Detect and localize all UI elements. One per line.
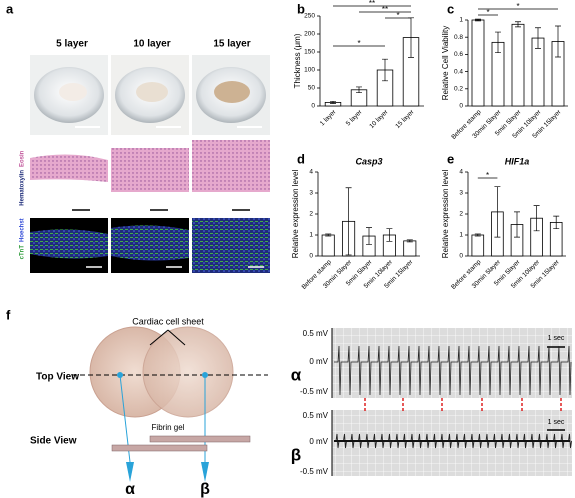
trace bbox=[334, 345, 572, 396]
chart-title: HIF1a bbox=[505, 156, 530, 166]
column-header: 10 layer bbox=[133, 39, 170, 50]
significance-label: * bbox=[396, 11, 399, 20]
panel-label: c bbox=[447, 1, 454, 16]
error-bar bbox=[325, 233, 332, 237]
if-images bbox=[30, 218, 270, 273]
y-axis-label: Relative Cell Viability bbox=[441, 26, 450, 101]
significance-label: * bbox=[486, 8, 489, 17]
y-tick-label: 0 bbox=[459, 253, 463, 260]
error-bar bbox=[330, 100, 336, 104]
panel-label: e bbox=[447, 151, 454, 166]
y-tick-label: 1 bbox=[459, 232, 463, 239]
y-axis-label: Relative expression level bbox=[291, 170, 300, 259]
sheet-diagram bbox=[72, 326, 268, 482]
diagram-label: Fibrin gel bbox=[152, 423, 185, 432]
bar bbox=[471, 234, 485, 257]
panel-label: f bbox=[6, 307, 11, 322]
y-tick-label: 1 bbox=[309, 232, 313, 239]
panel-label: a bbox=[6, 1, 14, 16]
error-bar bbox=[515, 21, 521, 28]
panel-label: d bbox=[297, 151, 305, 166]
y-tick-label: 0 bbox=[311, 103, 315, 110]
stain-label: Hoechst bbox=[20, 218, 26, 242]
y-tick-label: 3 bbox=[459, 190, 463, 197]
error-bar bbox=[514, 211, 520, 238]
error-bar bbox=[474, 233, 481, 237]
trace-axis-label: 0 mV bbox=[309, 437, 328, 446]
y-tick-label: 200 bbox=[304, 31, 315, 38]
error-bar bbox=[386, 228, 393, 242]
error-bar bbox=[382, 58, 388, 82]
scale-label: 1 sec bbox=[548, 419, 565, 426]
y-tick-label: 100 bbox=[304, 67, 315, 74]
y-tick-label: 2 bbox=[459, 211, 463, 218]
dish-photos bbox=[30, 55, 270, 135]
significance-label: * bbox=[486, 171, 489, 180]
y-tick-label: 150 bbox=[304, 49, 315, 56]
error-bar bbox=[475, 18, 481, 22]
error-bar bbox=[345, 187, 352, 256]
error-bar bbox=[406, 239, 413, 243]
column-header: 5 layer bbox=[56, 39, 88, 50]
y-tick-label: 0.8 bbox=[454, 34, 463, 41]
diagram-label: Top View bbox=[36, 372, 79, 383]
error-bar bbox=[356, 86, 362, 94]
significance-label: * bbox=[516, 2, 519, 11]
bar bbox=[471, 19, 485, 107]
trace-axis-label: 0.5 mV bbox=[303, 411, 329, 420]
significance-label: ** bbox=[382, 5, 388, 14]
y-axis-label: Thickness (μm) bbox=[293, 33, 302, 88]
error-bar bbox=[533, 205, 540, 232]
y-tick-label: 2 bbox=[309, 211, 313, 218]
column-header: 15 layer bbox=[213, 39, 250, 50]
error-bar bbox=[555, 25, 561, 58]
y-tick-label: 3 bbox=[309, 190, 313, 197]
trace-label: α bbox=[291, 365, 302, 384]
y-tick-label: 0.4 bbox=[454, 68, 463, 75]
y-tick-label: 250 bbox=[304, 13, 315, 20]
error-bar bbox=[366, 227, 372, 245]
bar bbox=[511, 23, 525, 107]
chart-title: Casp3 bbox=[355, 156, 382, 166]
x-tick-label: 1 layer bbox=[319, 108, 338, 127]
traces bbox=[331, 328, 572, 476]
diagram-label: α bbox=[125, 481, 135, 498]
he-images bbox=[30, 140, 270, 211]
stain-label: Eosin bbox=[20, 150, 26, 167]
x-tick-label: 10 layer bbox=[368, 108, 390, 130]
panel-label: b bbox=[297, 1, 305, 16]
trace-label: β bbox=[291, 445, 301, 464]
diagram-label: Side View bbox=[30, 436, 77, 447]
bar bbox=[403, 240, 417, 257]
trace-axis-label: 0.5 mV bbox=[303, 329, 329, 338]
y-tick-label: 4 bbox=[459, 169, 463, 176]
stain-label: cTnT bbox=[20, 245, 26, 260]
stain-label: Hematoxylin bbox=[20, 170, 26, 206]
y-axis-label: Relative expression level bbox=[441, 170, 450, 259]
y-tick-label: 0 bbox=[309, 253, 313, 260]
y-tick-label: 50 bbox=[308, 85, 316, 92]
trace-axis-label: 0 mV bbox=[309, 357, 328, 366]
y-tick-label: 1 bbox=[459, 17, 463, 24]
x-tick-label: 5 layer bbox=[345, 108, 364, 127]
error-bar bbox=[495, 31, 501, 54]
scale-label: 1 sec bbox=[548, 335, 565, 342]
y-tick-label: 0.2 bbox=[454, 86, 463, 93]
error-bar bbox=[535, 27, 541, 49]
significance-label: ** bbox=[369, 0, 375, 8]
y-tick-label: 0.6 bbox=[454, 51, 463, 58]
error-bar bbox=[553, 215, 560, 230]
diagram-label: Cardiac cell sheet bbox=[132, 316, 204, 326]
trace-axis-label: -0.5 mV bbox=[300, 467, 329, 476]
error-bar bbox=[494, 186, 501, 238]
diagram-label: β bbox=[200, 481, 210, 498]
x-tick-label: 15 layer bbox=[394, 108, 416, 130]
trace-axis-label: -0.5 mV bbox=[300, 387, 329, 396]
y-tick-label: 0 bbox=[459, 103, 463, 110]
significance-label: * bbox=[357, 39, 360, 48]
bar bbox=[321, 234, 335, 257]
y-tick-label: 4 bbox=[309, 169, 313, 176]
